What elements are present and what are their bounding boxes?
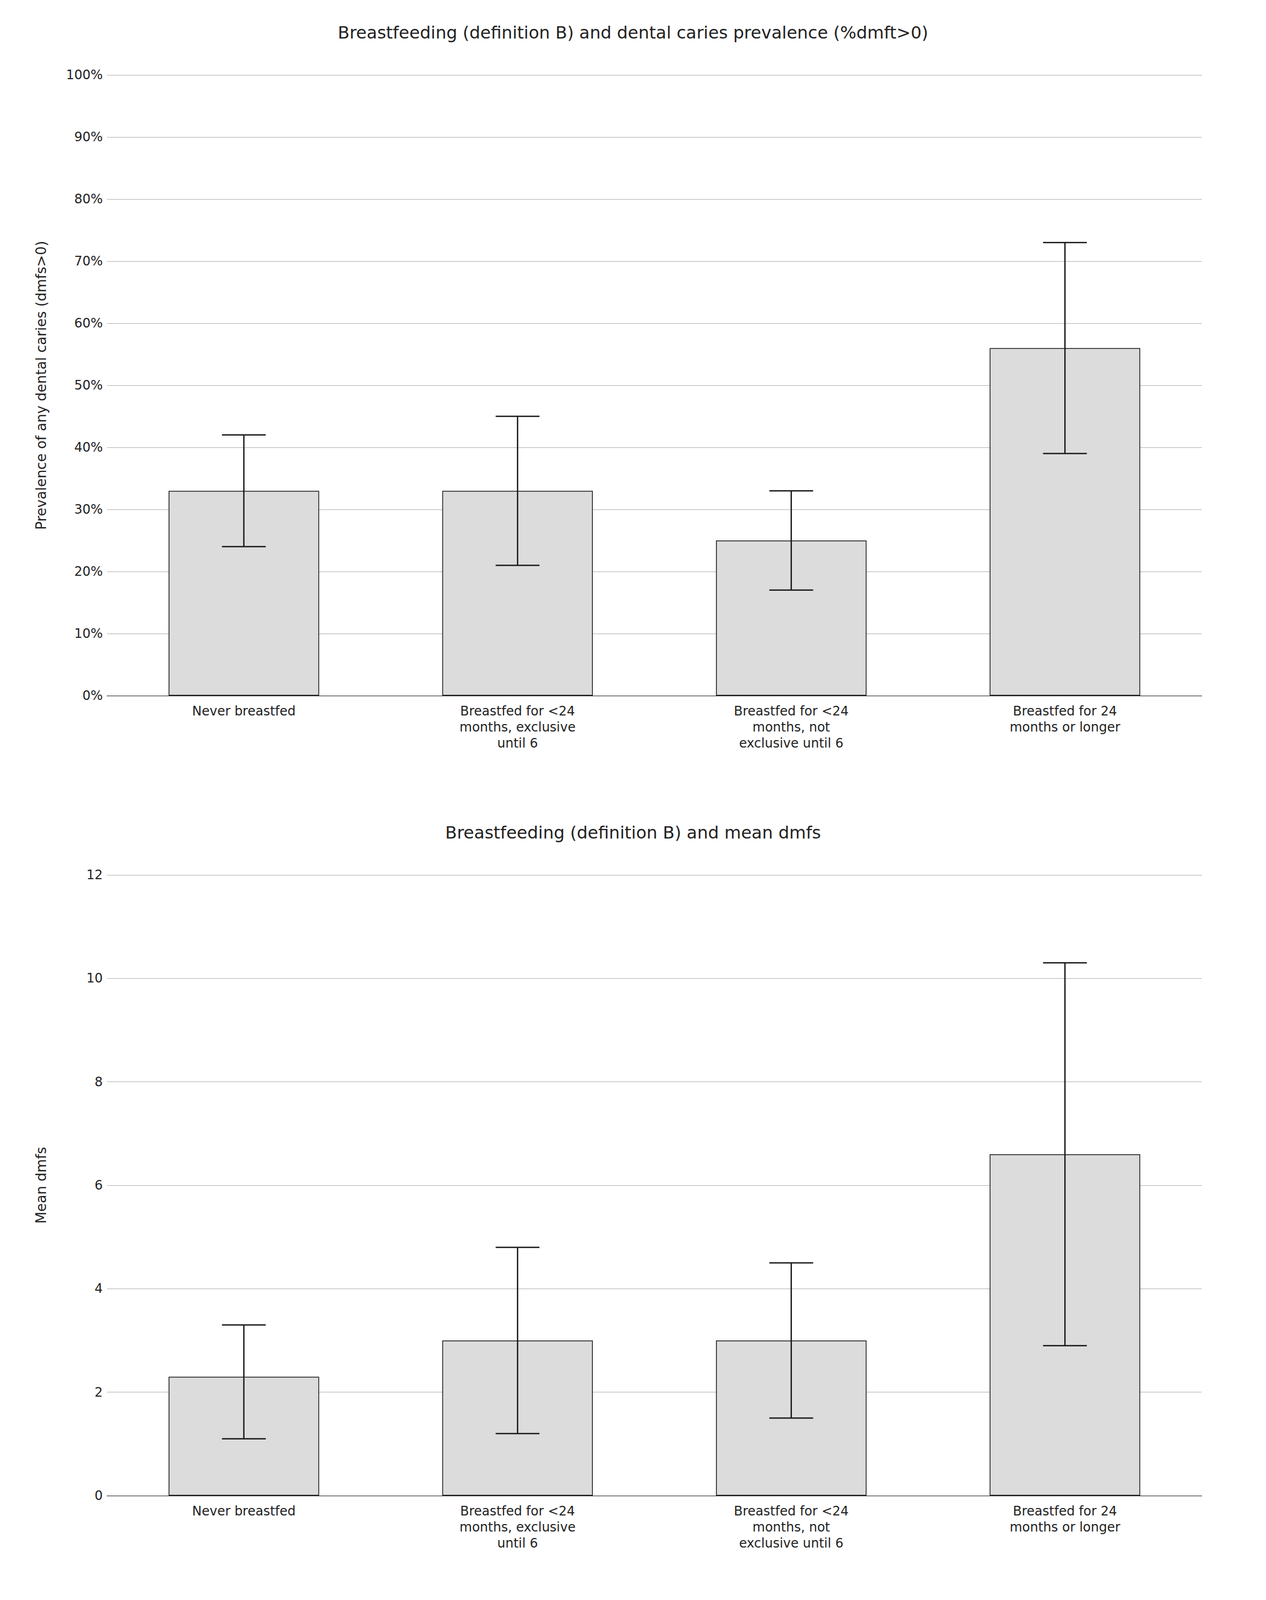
svg-text:10%: 10% — [74, 626, 103, 642]
svg-text:months, not: months, not — [752, 1519, 830, 1535]
svg-text:Mean dmfs: Mean dmfs — [33, 1146, 50, 1224]
svg-text:Breastfeeding (definition B) a: Breastfeeding (definition B) and mean dm… — [445, 822, 821, 843]
svg-text:until 6: until 6 — [497, 1535, 538, 1551]
svg-text:80%: 80% — [74, 191, 103, 207]
svg-text:70%: 70% — [74, 253, 103, 269]
svg-text:100%: 100% — [65, 67, 103, 83]
svg-text:50%: 50% — [74, 377, 103, 393]
svg-text:4: 4 — [94, 1280, 103, 1296]
svg-text:10: 10 — [86, 970, 103, 986]
svg-text:Breastfed for <24: Breastfed for <24 — [733, 703, 849, 719]
svg-text:exclusive until 6: exclusive until 6 — [738, 735, 844, 751]
svg-text:0: 0 — [94, 1488, 103, 1504]
svg-text:30%: 30% — [74, 501, 103, 517]
svg-text:Breastfed for 24: Breastfed for 24 — [1012, 1503, 1117, 1519]
svg-text:Breastfed for <24: Breastfed for <24 — [733, 1503, 849, 1519]
svg-text:12: 12 — [86, 867, 103, 883]
svg-text:0%: 0% — [82, 688, 103, 704]
svg-text:60%: 60% — [74, 315, 103, 331]
svg-text:Never breastfed: Never breastfed — [192, 703, 296, 719]
svg-text:Breastfed for 24: Breastfed for 24 — [1012, 703, 1117, 719]
svg-text:Breastfed for <24: Breastfed for <24 — [460, 703, 576, 719]
svg-text:months or longer: months or longer — [1009, 719, 1121, 735]
svg-text:Breastfed for <24: Breastfed for <24 — [460, 1503, 576, 1519]
svg-text:6: 6 — [94, 1177, 103, 1193]
svg-text:Prevalence of any dental carie: Prevalence of any dental caries (dmfs>0) — [33, 240, 50, 530]
svg-text:90%: 90% — [74, 129, 103, 145]
svg-text:exclusive until 6: exclusive until 6 — [738, 1535, 844, 1551]
svg-text:months, exclusive: months, exclusive — [459, 719, 576, 735]
svg-text:40%: 40% — [74, 439, 103, 455]
svg-text:8: 8 — [94, 1074, 103, 1090]
svg-text:until 6: until 6 — [497, 735, 538, 751]
svg-text:20%: 20% — [74, 563, 103, 579]
svg-text:2: 2 — [94, 1384, 103, 1400]
svg-text:Breastfeeding (definition B) a: Breastfeeding (definition B) and dental … — [337, 22, 929, 43]
svg-text:months or longer: months or longer — [1009, 1519, 1121, 1535]
svg-text:Never breastfed: Never breastfed — [192, 1503, 296, 1519]
svg-text:months, not: months, not — [752, 719, 830, 735]
svg-text:months, exclusive: months, exclusive — [459, 1519, 576, 1535]
